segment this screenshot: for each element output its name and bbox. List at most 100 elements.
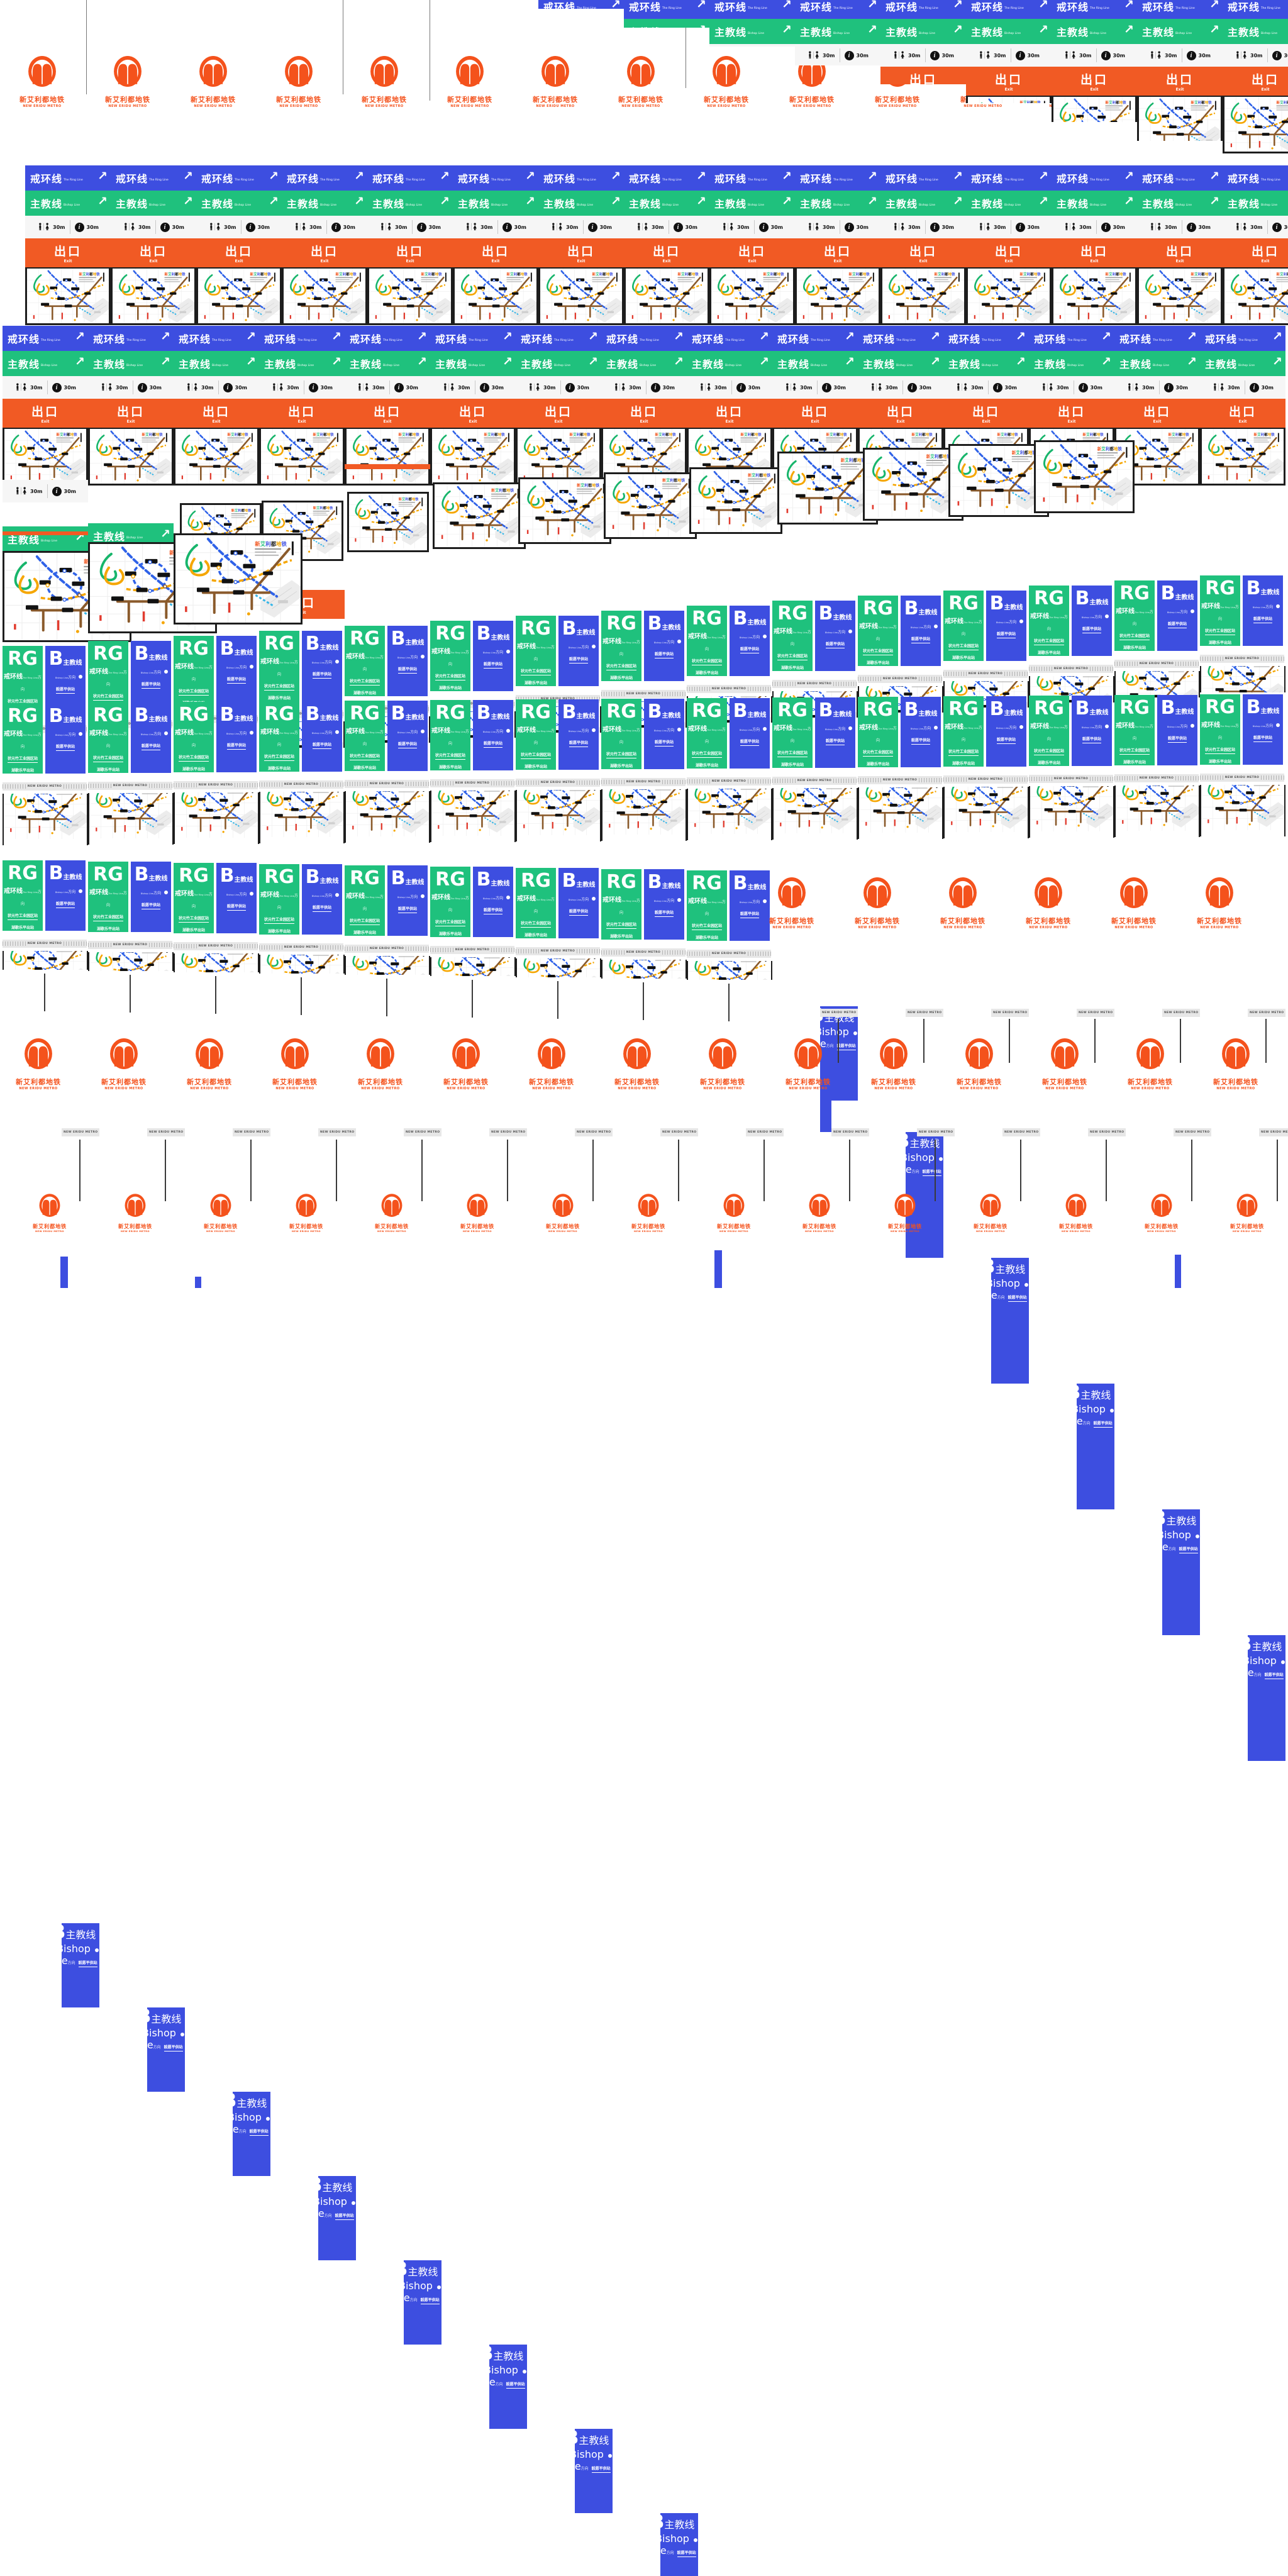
arrow-up-right-icon: ↗ bbox=[1101, 331, 1111, 343]
metro-name-en: NEW ERIDU METRO bbox=[179, 104, 248, 108]
info-icon: i bbox=[138, 383, 147, 392]
ring-line-name-en: The Ring Line bbox=[108, 672, 123, 674]
metro-name-en: NEW ERIDU METRO bbox=[1201, 1087, 1270, 1091]
ring-terminus-station: 状元竹工业园区站 bbox=[1205, 748, 1235, 754]
ring-line-name-cn: 戒环线 bbox=[714, 0, 747, 14]
service-strip: NEW ERIDU METRO bbox=[88, 782, 172, 790]
bishop-line-name-cn: 主教线 bbox=[93, 356, 125, 371]
strip-ticks-left bbox=[259, 945, 282, 950]
direction-label: 方向 bbox=[1094, 725, 1102, 730]
bishop-line-name-en: Bishop Line bbox=[833, 204, 850, 207]
metro-map-graphic: 新艾利都地铁 bbox=[4, 429, 86, 486]
ring-terminus-station: 状元竹工业园区站 bbox=[948, 644, 979, 650]
direction-sign: 戒环线The Ring Line↗主教线Bishop Line↗ 30mi30m… bbox=[1223, 165, 1288, 325]
metro-map-graphic: 新艾利都地铁 bbox=[175, 953, 258, 972]
ring-line-name-en: The Ring Line bbox=[450, 731, 465, 733]
ring-line-name-en: The Ring Line bbox=[1175, 7, 1195, 10]
metro-name-cn: 新艾利都地铁 bbox=[794, 1223, 846, 1230]
direction-label: 方向 bbox=[1094, 615, 1102, 619]
service-strip: NEW ERIDU METRO bbox=[1162, 1009, 1200, 1017]
ring-line-code: RG bbox=[1034, 697, 1064, 719]
arrow-up-right-icon: ↗ bbox=[1187, 331, 1197, 343]
service-strip-text: NEW ERIDU METRO bbox=[1225, 776, 1259, 779]
bishop-terminus-station: 毅愿平供站 bbox=[313, 743, 331, 749]
restroom-icon-wrap bbox=[1149, 50, 1162, 62]
direction-label: 方向 bbox=[1265, 605, 1273, 609]
sign-map: 新艾利都地铁 bbox=[345, 428, 430, 486]
station-dot bbox=[1110, 1409, 1114, 1413]
bishop-line-name-cn: 主教线 bbox=[1089, 709, 1108, 716]
bishop-terminus-station: 毅愿平供站 bbox=[740, 740, 759, 746]
ring-platform-card: RG戒环线The Ring Line方向状元竹工业园区站湖歌乐平出站 bbox=[88, 702, 128, 773]
bishop-line-name-cn: 主教线 bbox=[714, 24, 747, 39]
metro-map-graphic: 新艾利都地铁 bbox=[968, 97, 1050, 103]
metro-name-en: NEW ERIDU METRO bbox=[537, 1230, 589, 1233]
bishop-line-name-en: Bishop Line bbox=[383, 364, 399, 367]
bishop-terminus-station: 毅愿平供站 bbox=[398, 907, 417, 913]
service-strip-text: NEW ERIDU METRO bbox=[883, 677, 917, 680]
info-distance: 30m bbox=[87, 225, 99, 230]
station-dot bbox=[939, 1157, 943, 1161]
bishop-line-name-cn: 主教线 bbox=[1004, 710, 1023, 717]
metro-logo-mark bbox=[807, 1192, 833, 1221]
ring-line-code: RG bbox=[1205, 696, 1235, 718]
metro-logo-mark bbox=[21, 1036, 55, 1074]
ring-line-name-en: The Ring Line bbox=[1220, 725, 1235, 728]
panel-white-gap bbox=[147, 1101, 185, 1128]
service-strip: NEW ERIDU METRO bbox=[233, 1128, 270, 1136]
service-strip: NEW ERIDU METRO bbox=[687, 685, 771, 693]
metro-name-cn: 新艾利都地铁 bbox=[452, 1223, 504, 1230]
metro-name-cn: 新艾利都地铁 bbox=[93, 94, 162, 104]
panel-white-gap bbox=[575, 1101, 613, 1128]
restroom-distance: 30m bbox=[823, 225, 835, 230]
bishop-terminus-station: 毅愿平供站 bbox=[655, 911, 674, 917]
ring-terminus-station: 状元竹工业园区站 bbox=[777, 751, 808, 757]
info-distance: 30m bbox=[1199, 53, 1211, 58]
bishop-line-code: B bbox=[1161, 582, 1175, 604]
ring-line-name-en: The Ring Line bbox=[41, 339, 60, 342]
ring-terminus-station: 湖歌乐平出站 bbox=[867, 762, 889, 769]
ring-line-name-en: The Ring Line bbox=[621, 900, 636, 902]
ring-terminus-station: 状元竹工业园区站 bbox=[1205, 629, 1235, 635]
bishop-terminus-station: 毅愿平供站 bbox=[740, 912, 759, 918]
ring-line-name-cn: 戒环线 bbox=[175, 663, 194, 670]
ring-line-name-cn: 戒环线 bbox=[517, 727, 536, 734]
restroom-icon bbox=[807, 223, 820, 231]
restroom-icon-wrap bbox=[14, 382, 28, 394]
direction-label: 方向 bbox=[496, 2382, 503, 2387]
panel-white-gap bbox=[404, 1101, 441, 1128]
bishop-line-name-en: Bishop Line bbox=[740, 901, 752, 904]
bishop-line-name-cn: 主教线 bbox=[800, 24, 832, 39]
info-distance: 30m bbox=[64, 385, 76, 391]
service-strip-text: NEW ERIDU METRO bbox=[199, 945, 233, 948]
strip-ticks-right bbox=[1175, 776, 1199, 780]
strip-ticks-right bbox=[64, 784, 87, 789]
ring-terminus-station: 湖歌乐平出站 bbox=[1209, 760, 1231, 766]
exit-label-cn: 出口 bbox=[203, 402, 230, 419]
bishop-line-name-cn: 主教线 bbox=[662, 883, 680, 890]
metro-name-en: NEW ERIDU METRO bbox=[1030, 1087, 1099, 1091]
metro-name-en: NEW ERIDU METRO bbox=[89, 1087, 158, 1091]
platform-map-clip: 新艾利都地铁 bbox=[174, 792, 259, 844]
strip-ticks-right bbox=[491, 781, 514, 786]
info-icon: i bbox=[1272, 223, 1282, 232]
ring-line-name-en: The Ring Line bbox=[577, 7, 596, 9]
